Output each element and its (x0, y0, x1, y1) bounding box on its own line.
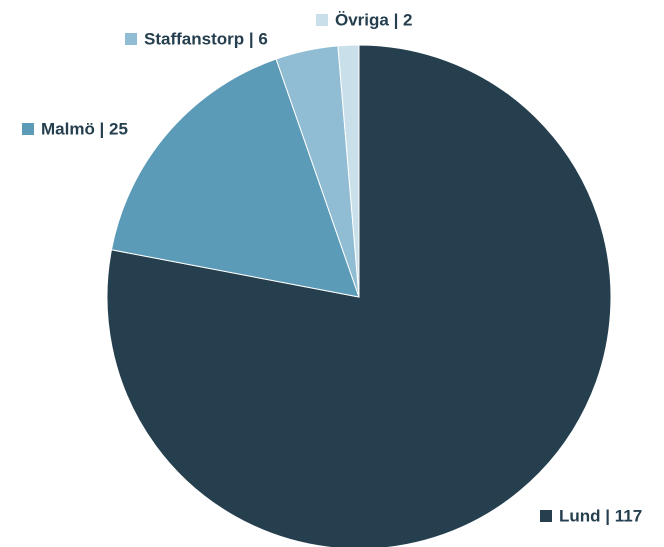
slice-label: Staffanstorp | 6 (144, 29, 268, 48)
legend-swatch (540, 510, 552, 522)
legend-swatch (125, 33, 137, 45)
pie-slice (337, 44, 360, 298)
slice-label: Övriga | 2 (335, 10, 413, 29)
legend-swatch (22, 123, 34, 135)
pie-slice (110, 58, 360, 298)
slice-label: Lund | 117 (559, 506, 642, 525)
slice-label: Malmö | 25 (41, 119, 128, 138)
legend-swatch (316, 14, 328, 26)
